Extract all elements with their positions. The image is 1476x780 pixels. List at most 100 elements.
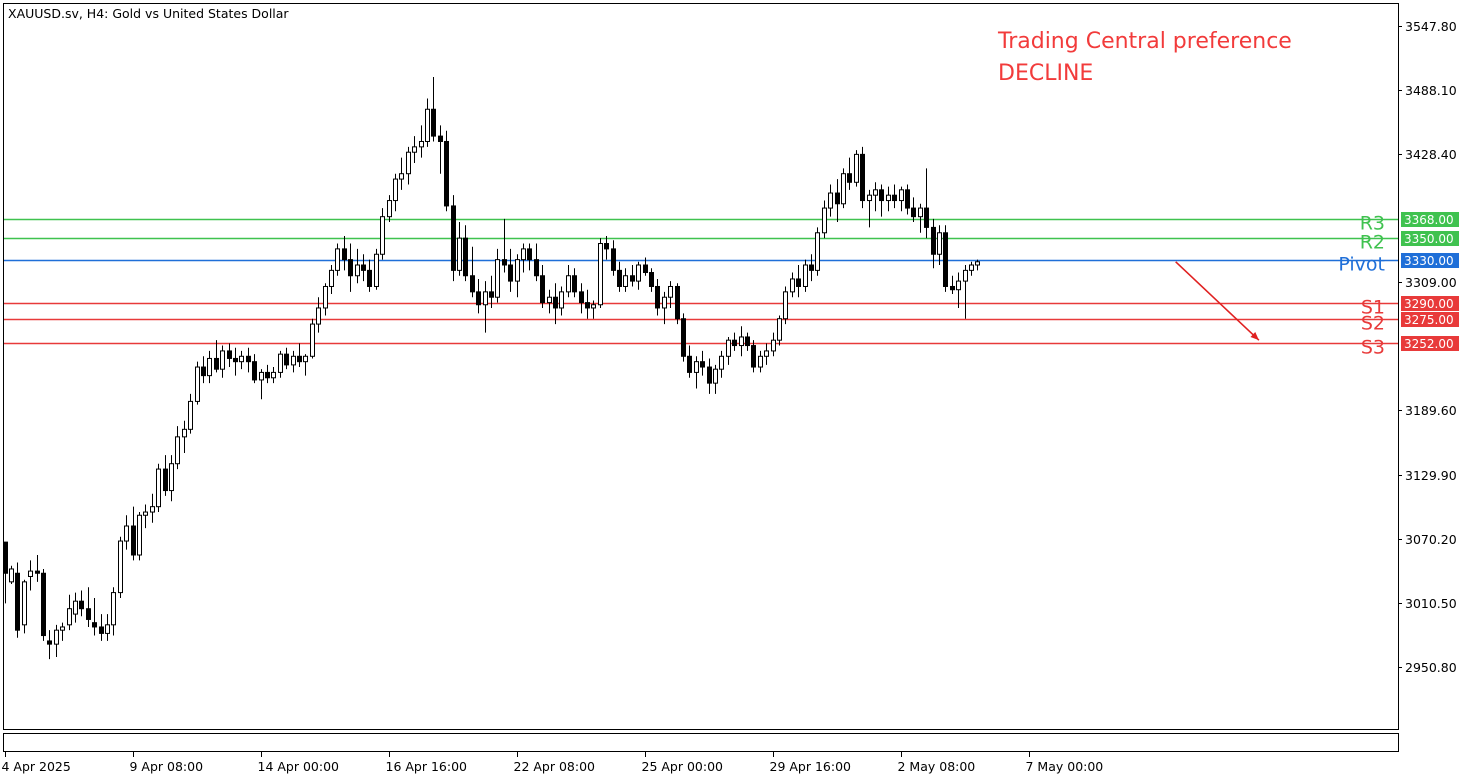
candle <box>387 195 392 223</box>
candle-body-down <box>572 275 577 293</box>
candle <box>566 265 571 298</box>
candle-body-up <box>291 355 296 366</box>
candle-body-down <box>700 361 705 368</box>
candle-body-up <box>169 463 174 492</box>
candle <box>9 565 14 584</box>
candle-body-down <box>905 189 910 209</box>
level-price-label: 3252.00 <box>1404 337 1454 351</box>
candle-body-down <box>163 468 168 492</box>
candle <box>239 350 244 370</box>
candle <box>867 189 872 228</box>
candle <box>220 345 225 378</box>
candle <box>342 236 347 271</box>
candle <box>444 130 449 212</box>
level-price-label: 3290.00 <box>1404 297 1454 311</box>
candle-body-down <box>502 259 507 266</box>
candle <box>118 536 123 598</box>
candle <box>195 361 200 405</box>
candle <box>412 136 417 163</box>
level-price-box <box>1401 312 1459 327</box>
candle <box>739 326 744 357</box>
level-price-label: 3330.00 <box>1404 254 1454 268</box>
candle-body-up <box>387 200 392 218</box>
candle-body-up <box>547 296 552 304</box>
candle <box>374 248 379 290</box>
candle-body-up <box>495 259 500 298</box>
candle-body-up <box>515 259 520 282</box>
symbol-title: XAUUSD.sv, H4: Gold vs United States Dol… <box>8 6 289 21</box>
y-tick-label: 3010.50 <box>1405 596 1457 611</box>
y-tick-label: 3309.00 <box>1405 275 1457 290</box>
candle-body-down <box>585 302 590 309</box>
level-price-box <box>1401 296 1459 311</box>
level-price-label: 3275.00 <box>1404 313 1454 327</box>
price-axis: 3547.80 3488.10 3428.40 3309.00 3189.60 3129.… <box>1398 19 1457 675</box>
level-name-pivot: Pivot <box>1338 254 1385 276</box>
candle-body-up <box>956 280 961 291</box>
candle-body-up <box>374 253 379 287</box>
candle-body-up <box>412 146 417 153</box>
y-tick-label: 3428.40 <box>1405 147 1457 162</box>
candle <box>969 261 974 276</box>
candle <box>636 261 641 290</box>
candle-body-down <box>3 541 8 574</box>
candle <box>643 257 648 276</box>
candle-body-down <box>233 357 238 363</box>
candle-body-down <box>246 355 251 363</box>
candle-body-up <box>355 264 360 277</box>
candle-body-up <box>841 173 846 205</box>
candle-body-up <box>783 291 788 320</box>
candle-body-down <box>579 291 584 304</box>
level-price-label: 3350.00 <box>1404 232 1454 246</box>
candle <box>963 265 968 319</box>
candle <box>323 283 328 316</box>
candle <box>540 265 545 308</box>
candle <box>758 350 763 373</box>
candle-body-up <box>259 371 264 381</box>
candle-body-up <box>239 355 244 363</box>
candle-body-down <box>527 248 532 261</box>
candle <box>815 227 820 276</box>
level-price-box <box>1401 212 1459 227</box>
candle <box>783 286 788 325</box>
candle <box>828 184 833 217</box>
candle <box>182 420 187 453</box>
candle-body-down <box>41 572 46 637</box>
candle <box>399 157 404 190</box>
candle-body-up <box>790 278 795 293</box>
candle <box>207 350 212 384</box>
candle <box>559 286 564 316</box>
candle-body-down <box>604 243 609 250</box>
candle <box>572 268 577 298</box>
candle-body-up <box>406 151 411 175</box>
candle-body-up <box>425 108 430 142</box>
candle <box>726 336 731 365</box>
candle <box>470 246 475 298</box>
candle <box>431 77 436 142</box>
preference-title: Trading Central preference <box>997 29 1292 54</box>
candle-body-up <box>694 361 699 373</box>
candle <box>623 268 628 292</box>
candle-body-up <box>483 291 488 306</box>
candle-body-up <box>73 600 78 615</box>
candle-body-up <box>105 624 110 634</box>
candle-body-up <box>713 368 718 384</box>
candle <box>598 238 603 308</box>
candle <box>361 254 366 282</box>
y-tick-label: 2950.80 <box>1405 660 1457 675</box>
candle <box>278 350 283 378</box>
candle <box>406 146 411 185</box>
candle-body-down <box>265 371 270 379</box>
candle-body-up <box>393 178 398 202</box>
candle <box>547 289 552 314</box>
candle <box>771 332 776 357</box>
candle <box>79 590 84 617</box>
candle-body-down <box>681 318 686 357</box>
candle <box>143 504 148 529</box>
candle-body-up <box>124 525 129 542</box>
candle <box>316 297 321 333</box>
candle-body-up <box>188 400 193 430</box>
x-tick-label: 14 Apr 00:00 <box>258 759 340 774</box>
candle-body-up <box>329 269 334 287</box>
